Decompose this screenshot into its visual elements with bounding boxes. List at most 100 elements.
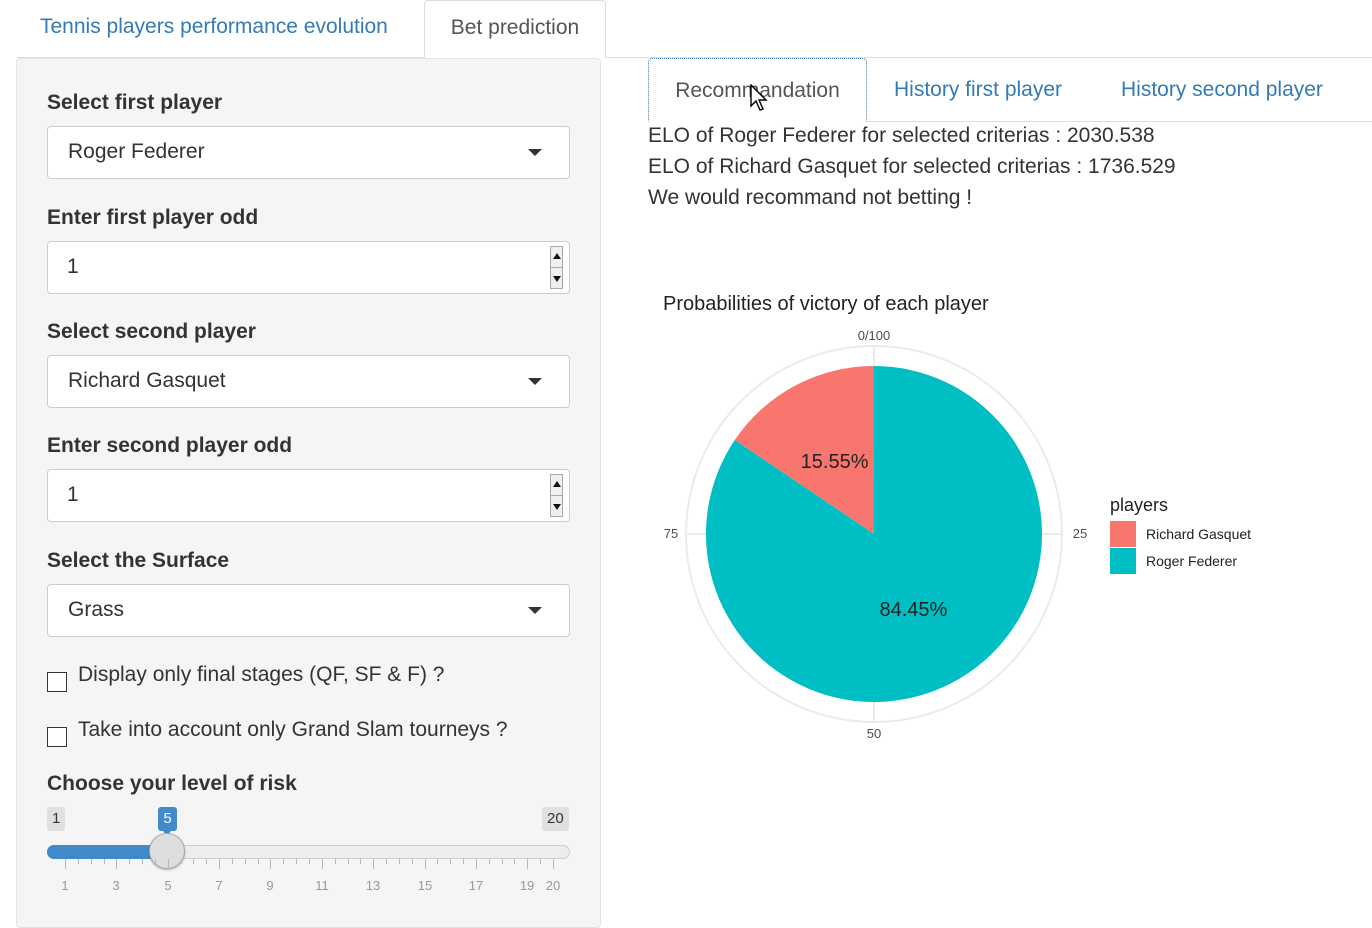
slider-minor-tick — [206, 859, 207, 864]
slider-tick-label: 19 — [519, 878, 535, 893]
chevron-down-icon — [528, 149, 542, 156]
slider-max-label: 20 — [542, 807, 569, 831]
slider-tick-label: 9 — [266, 878, 274, 893]
surface-select[interactable]: Grass — [47, 584, 570, 637]
slider-minor-tick — [104, 859, 105, 864]
first-odd-input[interactable]: 1 — [47, 241, 570, 294]
slider-minor-tick — [155, 859, 156, 864]
tab-recommandation[interactable]: Recommandation — [648, 58, 867, 122]
slider-major-tick — [527, 859, 528, 869]
slider-major-tick — [476, 859, 477, 869]
grand-slam-label: Take into account only Grand Slam tourne… — [78, 718, 508, 741]
tab-performance-evolution[interactable]: Tennis players performance evolution — [40, 15, 388, 38]
slider-minor-tick — [193, 859, 194, 864]
slider-minor-tick — [386, 859, 387, 864]
slider-minor-tick — [283, 859, 284, 864]
chart-title: Probabilities of victory of each player — [663, 293, 989, 315]
pie-slice — [705, 366, 1042, 702]
pie-slice — [734, 366, 874, 534]
slider-minor-tick — [335, 859, 336, 864]
mouse-cursor-icon — [750, 84, 768, 111]
slider-tick-label: 1 — [61, 878, 69, 893]
slider-minor-tick — [258, 859, 259, 864]
final-stages-checkbox[interactable] — [47, 672, 67, 692]
second-player-value: Richard Gasquet — [68, 369, 226, 392]
slider-tick-label: 17 — [468, 878, 484, 893]
second-odd-value: 1 — [67, 483, 79, 506]
chevron-down-icon — [528, 378, 542, 385]
angle-tick-label: 25 — [1073, 526, 1087, 541]
first-player-label: Select first player — [47, 91, 223, 114]
spin-down-icon[interactable] — [553, 504, 561, 510]
slider-tick-label: 13 — [365, 878, 381, 893]
elo-second-player-text: ELO of Richard Gasquet for selected crit… — [648, 155, 1176, 178]
slider-major-tick — [373, 859, 374, 869]
slider-minor-tick — [91, 859, 92, 864]
tab-bet-prediction[interactable]: Bet prediction — [424, 0, 606, 58]
surface-label: Select the Surface — [47, 549, 230, 572]
legend-title: players — [1110, 495, 1168, 515]
grand-slam-checkbox[interactable] — [47, 727, 67, 747]
slider-tick-label: 5 — [164, 878, 172, 893]
slider-major-tick — [219, 859, 220, 869]
slider-minor-tick — [399, 859, 400, 864]
slider-major-tick — [116, 859, 117, 869]
slider-fill — [47, 845, 168, 859]
slider-tick-label: 11 — [315, 878, 329, 893]
slider-tick-label: 7 — [215, 878, 223, 893]
slider-minor-tick — [437, 859, 438, 864]
first-player-value: Roger Federer — [68, 140, 205, 163]
second-player-label: Select second player — [47, 320, 256, 343]
legend-swatch — [1110, 521, 1136, 547]
slider-major-tick — [322, 859, 323, 869]
risk-label: Choose your level of risk — [47, 772, 297, 795]
second-odd-label: Enter second player odd — [47, 434, 293, 457]
elo-first-player-text: ELO of Roger Federer for selected criter… — [648, 124, 1155, 147]
slider-minor-tick — [296, 859, 297, 864]
surface-value: Grass — [68, 598, 125, 621]
spin-up-icon[interactable] — [553, 253, 561, 259]
slider-major-tick — [553, 859, 554, 869]
slider-minor-tick — [181, 859, 182, 864]
slider-minor-tick — [502, 859, 503, 864]
slider-minor-tick — [463, 859, 464, 864]
first-player-select[interactable]: Roger Federer — [47, 126, 570, 179]
slider-minor-tick — [514, 859, 515, 864]
legend-swatch — [1110, 548, 1136, 574]
angle-tick-label: 0/100 — [858, 328, 891, 343]
tab-history-second-player[interactable]: History second player — [1121, 78, 1323, 101]
slider-value-label: 5 — [158, 807, 177, 836]
slider-minor-tick — [412, 859, 413, 864]
tab-history-first-player[interactable]: History first player — [894, 78, 1063, 101]
number-spinner[interactable] — [550, 474, 563, 517]
first-odd-label: Enter first player odd — [47, 206, 259, 229]
legend-label: Roger Federer — [1146, 553, 1237, 569]
second-player-select[interactable]: Richard Gasquet — [47, 355, 570, 408]
slider-major-tick — [65, 859, 66, 869]
slider-minor-tick — [489, 859, 490, 864]
spin-up-icon[interactable] — [553, 481, 561, 487]
slider-tick-label: 15 — [417, 878, 433, 893]
slider-major-tick — [168, 859, 169, 869]
legend-label: Richard Gasquet — [1146, 526, 1251, 542]
slice-label: 15.55% — [801, 451, 869, 473]
result-tabs: Recommandation History first player Hist… — [648, 58, 1372, 122]
slider-minor-tick — [142, 859, 143, 864]
slider-minor-tick — [245, 859, 246, 864]
number-spinner[interactable] — [550, 246, 563, 289]
second-odd-input[interactable]: 1 — [47, 469, 570, 522]
slider-major-tick — [425, 859, 426, 869]
slider-minor-tick — [360, 859, 361, 864]
victory-probability-chart: Probabilities of victory of each player … — [663, 293, 1251, 741]
slider-major-tick — [270, 859, 271, 869]
spin-down-icon[interactable] — [553, 276, 561, 282]
angle-tick-label: 75 — [664, 526, 678, 541]
slider-minor-tick — [450, 859, 451, 864]
slider-tick-label: 3 — [112, 878, 120, 893]
slider-tick-label: 20 — [545, 878, 561, 893]
slider-minor-tick — [309, 859, 310, 864]
slider-minor-tick — [232, 859, 233, 864]
slider-minor-tick — [540, 859, 541, 864]
top-nav: Tennis players performance evolution Bet… — [16, 0, 1372, 58]
slice-label: 84.45% — [880, 599, 948, 621]
